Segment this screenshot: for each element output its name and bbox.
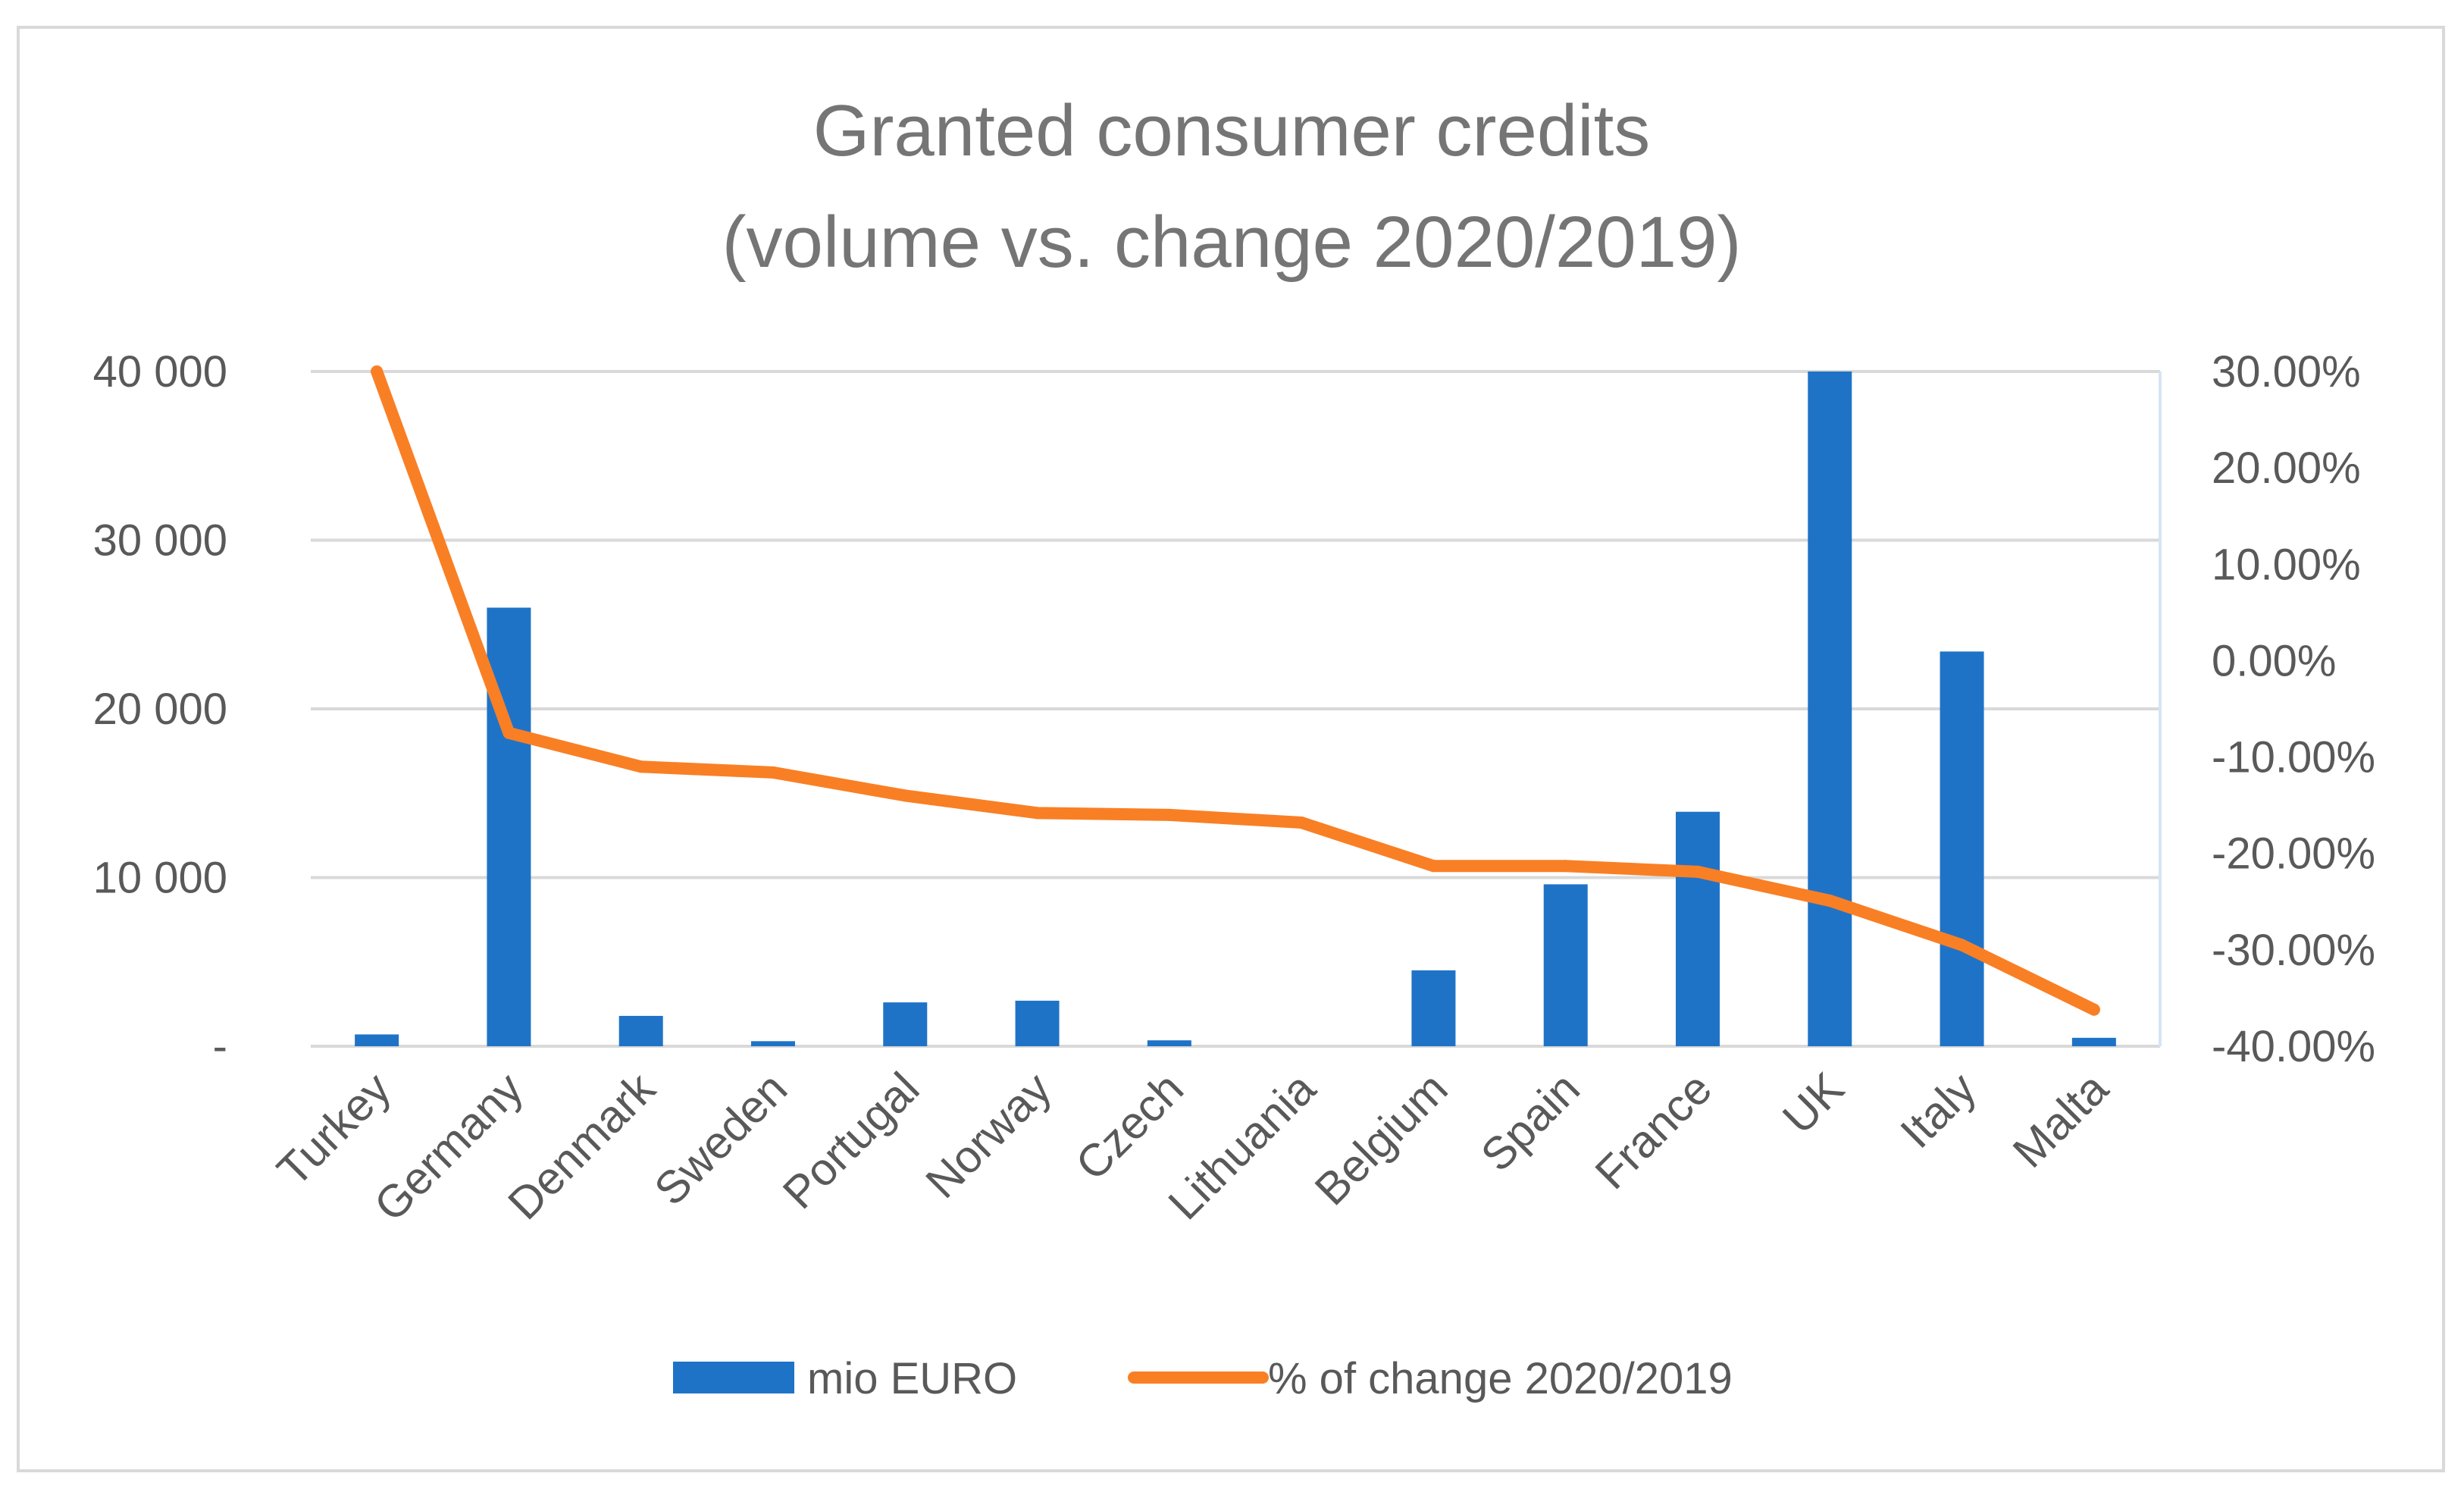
bar-series [355,371,2116,1046]
right-tick-label-2: 10.00% [2212,540,2361,589]
line-point-portugal [899,789,912,802]
left-tick-label-1: 10 000 [93,854,227,903]
left-tick-label-4: 40 000 [93,347,227,397]
line-point-czech [1163,808,1176,821]
bar-czech [1147,1040,1191,1046]
line-point-uk [1824,895,1836,908]
left-axis-ticks: - 10 000 20 000 30 000 40 000 [93,347,227,1071]
change-line [371,365,2100,1016]
right-tick-label-5: -20.00% [2212,829,2375,879]
bar-sweden [751,1041,795,1046]
line-point-lithuania [1295,817,1308,829]
right-tick-label-0: 30.00% [2212,347,2361,397]
bar-belgium [1411,970,1456,1046]
left-tick-label-2: 20 000 [93,685,227,734]
legend-label-change: % of change 2020/2019 [1268,1354,1733,1403]
bar-norway [1015,1000,1060,1046]
bar-malta [2071,1037,2116,1046]
line-point-sweden [767,766,779,779]
legend: mio EURO % of change 2020/2019 [673,1354,1733,1403]
left-tick-label-3: 30 000 [93,516,227,566]
line-point-turkey [371,365,384,378]
line-point-spain [1559,860,1572,873]
bar-portugal [883,1002,928,1046]
chart-title-line-1: Granted consumer credits [813,90,1650,171]
line-point-malta [2087,1003,2100,1016]
left-tick-label-0: - [213,1022,227,1071]
line-point-denmark [634,760,647,773]
gridlines [311,370,2160,1048]
line-point-france [1692,865,1704,878]
line-point-belgium [1427,860,1440,873]
line-point-italy [1955,939,1968,951]
right-tick-label-1: 20.00% [2212,444,2361,493]
bar-denmark [618,1015,663,1046]
right-axis-ticks: 30.00% 20.00% 10.00% 0.00% -10.00% -20.00% -30… [2212,347,2375,1071]
bar-turkey [355,1034,399,1046]
right-tick-label-4: -10.00% [2212,733,2375,782]
bar-italy [1940,651,1984,1046]
line-point-germany [503,726,515,739]
legend-label-mio-euro: mio EURO [807,1354,1017,1403]
legend-swatch-mio-euro [673,1362,794,1393]
bar-uk [1808,371,1852,1046]
right-tick-label-3: 0.00% [2212,636,2336,685]
bar-france [1676,811,1720,1046]
chart-frame [17,26,2445,1472]
chart-title-line-2: (volume vs. change 2020/2019) [722,202,1742,283]
bar-spain [1543,884,1588,1046]
right-tick-label-6: -30.00% [2212,926,2375,975]
line-series [371,365,2100,1016]
right-tick-label-7: -40.00% [2212,1022,2375,1071]
line-point-norway [1031,807,1044,820]
